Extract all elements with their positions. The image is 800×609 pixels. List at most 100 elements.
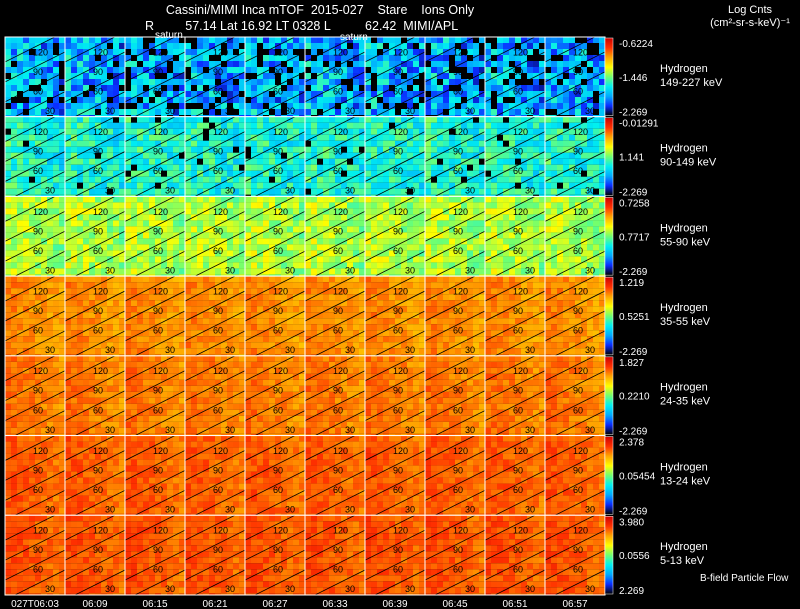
- contour-label: 90: [93, 67, 103, 77]
- heatmap-cell: [353, 85, 359, 91]
- heatmap-cell: [407, 103, 413, 109]
- heatmap-cell: [113, 146, 119, 153]
- heatmap-cell: [443, 208, 449, 215]
- heatmap-cell: [377, 73, 383, 79]
- heatmap-cell: [527, 79, 533, 85]
- heatmap-cell: [461, 134, 467, 141]
- heatmap-cell: [599, 134, 605, 141]
- heatmap-cell: [41, 196, 47, 203]
- heatmap-cell: [215, 79, 221, 85]
- heatmap-cell: [101, 300, 107, 307]
- heatmap-cell: [359, 220, 365, 227]
- heatmap-cell: [569, 196, 575, 203]
- heatmap-cell: [401, 85, 407, 91]
- heatmap-cell: [209, 202, 215, 209]
- heatmap-cell: [281, 276, 287, 283]
- heatmap-cell: [461, 226, 467, 233]
- heatmap-cell: [515, 238, 521, 245]
- heatmap-cell: [299, 194, 305, 197]
- heatmap-cell: [131, 208, 137, 215]
- heatmap-cell: [455, 128, 461, 135]
- heatmap-cell: [569, 288, 575, 295]
- heatmap-cell: [83, 262, 89, 269]
- heatmap-cell: [287, 194, 293, 197]
- heatmap-cell: [359, 55, 365, 61]
- heatmap-cell: [467, 196, 473, 203]
- heatmap-cell: [407, 276, 413, 283]
- heatmap-cell: [347, 103, 353, 109]
- heatmap-cell: [155, 268, 161, 275]
- heatmap-cell: [491, 49, 497, 55]
- heatmap-cell: [335, 61, 341, 67]
- heatmap-cell: [137, 282, 143, 289]
- heatmap-cell: [293, 262, 299, 269]
- heatmap-cell: [125, 134, 131, 141]
- contour-line: [305, 196, 356, 222]
- heatmap-cell: [131, 115, 137, 117]
- heatmap-cell: [137, 188, 143, 195]
- heatmap-cell: [287, 79, 293, 85]
- heatmap-cell: [83, 196, 89, 203]
- contour-label: 60: [93, 166, 103, 176]
- heatmap-cell: [59, 85, 65, 91]
- heatmap-cell: [95, 43, 101, 49]
- heatmap-cell: [263, 176, 269, 183]
- heatmap-cell: [281, 116, 287, 123]
- contour-label: 120: [153, 127, 168, 137]
- heatmap-cell: [35, 61, 41, 67]
- heatmap-cell: [353, 146, 359, 153]
- heatmap-cell: [317, 85, 323, 91]
- heatmap-cell: [485, 250, 491, 257]
- heatmap-cell: [371, 256, 377, 263]
- heatmap-cell: [587, 238, 593, 245]
- heatmap-cell: [167, 188, 173, 195]
- contour-label: 90: [453, 226, 463, 236]
- heatmap-cell: [263, 238, 269, 245]
- heatmap-cell: [425, 208, 431, 215]
- heatmap-cell: [407, 55, 413, 61]
- heatmap-cell: [545, 55, 551, 61]
- heatmap-cell: [335, 67, 341, 73]
- heatmap-cell: [365, 268, 371, 275]
- heatmap-cell: [131, 79, 137, 85]
- heatmap-cell: [587, 109, 593, 115]
- heatmap-cell: [431, 43, 437, 49]
- heatmap-cell: [461, 97, 467, 103]
- contour-line: [194, 91, 245, 117]
- contour-line: [65, 210, 125, 242]
- heatmap-cell: [149, 91, 155, 97]
- heatmap-cell: [359, 122, 365, 129]
- heatmap-cell: [515, 244, 521, 251]
- heatmap-cell: [473, 85, 479, 91]
- heatmap-cell: [239, 220, 245, 227]
- heatmap-cell: [287, 262, 293, 269]
- heatmap-cell: [107, 274, 113, 277]
- heatmap-cell: [29, 43, 35, 49]
- heatmap-cell: [149, 208, 155, 215]
- heatmap-cell: [473, 115, 479, 117]
- panel-0: 1209060301209060301209060301209060301209…: [4, 36, 723, 119]
- heatmap-cell: [407, 67, 413, 73]
- heatmap-cell: [539, 122, 545, 129]
- heatmap-cell: [479, 282, 485, 289]
- heatmap-cell: [521, 103, 527, 109]
- heatmap-cell: [377, 196, 383, 203]
- heatmap-cell: [167, 109, 173, 115]
- heatmap-cell: [251, 268, 257, 275]
- heatmap-cell: [77, 182, 83, 189]
- contour-line: [365, 210, 425, 242]
- heatmap-cell: [443, 194, 449, 197]
- heatmap-cell: [341, 146, 347, 153]
- heatmap-cell: [401, 262, 407, 269]
- heatmap-cell: [365, 67, 371, 73]
- heatmap-cell: [53, 134, 59, 141]
- heatmap-cell: [311, 194, 317, 197]
- heatmap-cell: [119, 294, 125, 301]
- heatmap-cell: [377, 85, 383, 91]
- heatmap-cell: [167, 73, 173, 79]
- heatmap-cell: [23, 97, 29, 103]
- heatmap-cell: [455, 73, 461, 79]
- heatmap-cell: [257, 274, 263, 277]
- heatmap-cell: [95, 274, 101, 277]
